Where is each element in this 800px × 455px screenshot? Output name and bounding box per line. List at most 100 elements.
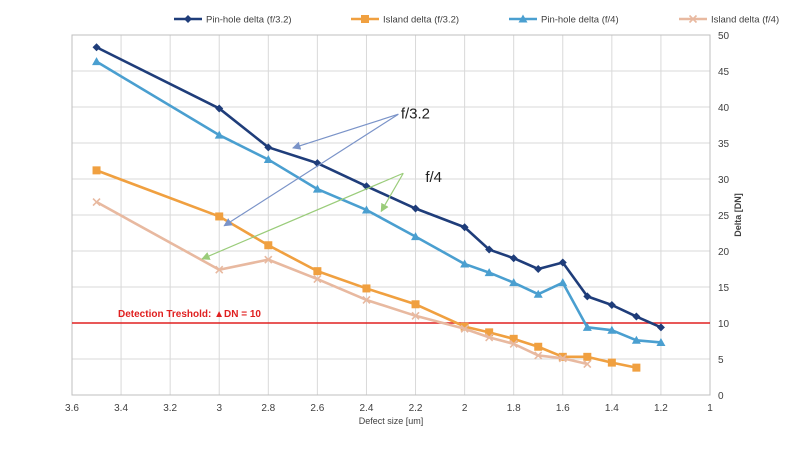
y-tick-label: 35 <box>718 139 730 150</box>
x-tick-label: 1.4 <box>605 403 619 414</box>
y-axis-label: Delta [DN] <box>733 193 743 237</box>
threshold-line-group: Detection Treshold: ▲DN = 10 <box>72 309 710 324</box>
data-point <box>533 289 543 298</box>
data-point <box>558 258 567 267</box>
series-line <box>95 46 662 329</box>
series-line <box>95 200 588 366</box>
data-point <box>485 245 494 254</box>
y-tick-label: 40 <box>718 103 730 114</box>
data-point <box>361 205 371 214</box>
annotation-arrow <box>201 172 404 260</box>
data-point <box>558 352 567 361</box>
data-point <box>411 311 420 320</box>
data-point <box>583 352 592 361</box>
data-point <box>534 265 543 273</box>
series-2 <box>92 166 641 372</box>
series-line <box>96 169 637 369</box>
data-point <box>484 268 494 277</box>
legend-item: Pin-hole delta (f/3.2) <box>174 15 292 26</box>
y-tick-label: 15 <box>718 283 730 294</box>
legend-marker <box>688 14 698 24</box>
data-point <box>607 301 616 309</box>
threshold-label: Detection Treshold: ▲DN = 10 <box>118 309 261 320</box>
annotation-label: f/4 <box>425 169 442 186</box>
data-point <box>264 241 273 250</box>
x-tick-label: 3.4 <box>114 403 128 414</box>
data-point <box>313 267 322 276</box>
legend-label: Pin-hole delta (f/3.2) <box>206 15 292 26</box>
x-tick-label: 2.4 <box>360 403 374 414</box>
data-point <box>215 265 224 274</box>
data-point <box>509 278 519 287</box>
data-point <box>264 255 273 264</box>
data-point <box>362 284 371 293</box>
annotation-2: f/4 <box>201 169 442 260</box>
x-tick-label: 1.8 <box>507 403 521 414</box>
data-point <box>460 322 469 331</box>
data-point <box>558 278 568 287</box>
data-point <box>509 254 518 263</box>
x-tick-label: 3 <box>216 403 222 414</box>
x-tick-label: 2 <box>462 403 468 414</box>
x-tick-label: 3.2 <box>163 403 177 414</box>
annotation-arrow <box>380 172 404 213</box>
x-axis-label: Defect size [um] <box>359 416 424 426</box>
data-point <box>214 130 224 139</box>
data-point <box>509 334 518 343</box>
data-point <box>215 212 224 221</box>
y-tick-label: 50 <box>718 31 730 42</box>
series-group <box>92 43 666 372</box>
data-point <box>558 354 567 363</box>
y-tick-label: 25 <box>718 211 730 222</box>
y-tick-label: 0 <box>718 391 724 402</box>
data-point <box>583 292 592 301</box>
legend-label: Island delta (f/4) <box>711 15 779 26</box>
data-point <box>362 295 371 305</box>
data-point <box>460 324 469 333</box>
gridlines <box>71 34 711 396</box>
legend-label: Pin-hole delta (f/4) <box>541 15 619 26</box>
x-tick-label: 1.2 <box>654 403 668 414</box>
y-tick-label: 20 <box>718 247 730 258</box>
data-point <box>264 143 273 152</box>
data-point <box>656 323 665 332</box>
data-point <box>92 197 101 207</box>
annotation-1: f/3.2 <box>223 105 430 227</box>
plot-frame <box>71 34 711 396</box>
annotation-arrow <box>223 113 399 227</box>
data-point <box>509 339 518 348</box>
legend-label: Island delta (f/3.2) <box>383 15 459 26</box>
data-point <box>460 223 469 232</box>
x-tick-label: 2.2 <box>409 403 423 414</box>
annotation-arrow <box>292 113 399 150</box>
annotations: f/3.2 f/4 <box>201 105 442 260</box>
legend-item: Island delta (f/3.2) <box>351 15 459 26</box>
data-point <box>92 166 101 175</box>
data-point <box>583 359 592 369</box>
data-point <box>632 312 641 321</box>
y-tick-label: 5 <box>718 355 724 366</box>
legend-marker <box>518 14 528 23</box>
data-point <box>92 57 102 66</box>
data-point <box>263 155 273 164</box>
data-point <box>631 335 641 344</box>
x-tick-label: 1 <box>707 403 713 414</box>
data-point <box>582 322 592 331</box>
data-point <box>313 275 322 284</box>
data-point <box>485 333 494 342</box>
data-point <box>460 259 470 268</box>
axes: 3.6 3.4 3.2 3 2.8 2.6 2.4 2.2 2 1.8 1.6 1.4 1.2 10 5 10… <box>65 31 730 414</box>
x-tick-label: 2.8 <box>261 403 275 414</box>
data-point <box>632 363 641 372</box>
y-tick-label: 10 <box>718 319 730 330</box>
data-point <box>656 337 666 346</box>
data-point <box>312 184 322 193</box>
data-point <box>534 342 543 351</box>
x-tick-label: 1.6 <box>556 403 570 414</box>
y-tick-label: 45 <box>718 67 730 78</box>
data-point <box>411 204 420 213</box>
data-point <box>485 328 494 337</box>
y-tick-label: 30 <box>718 175 730 186</box>
